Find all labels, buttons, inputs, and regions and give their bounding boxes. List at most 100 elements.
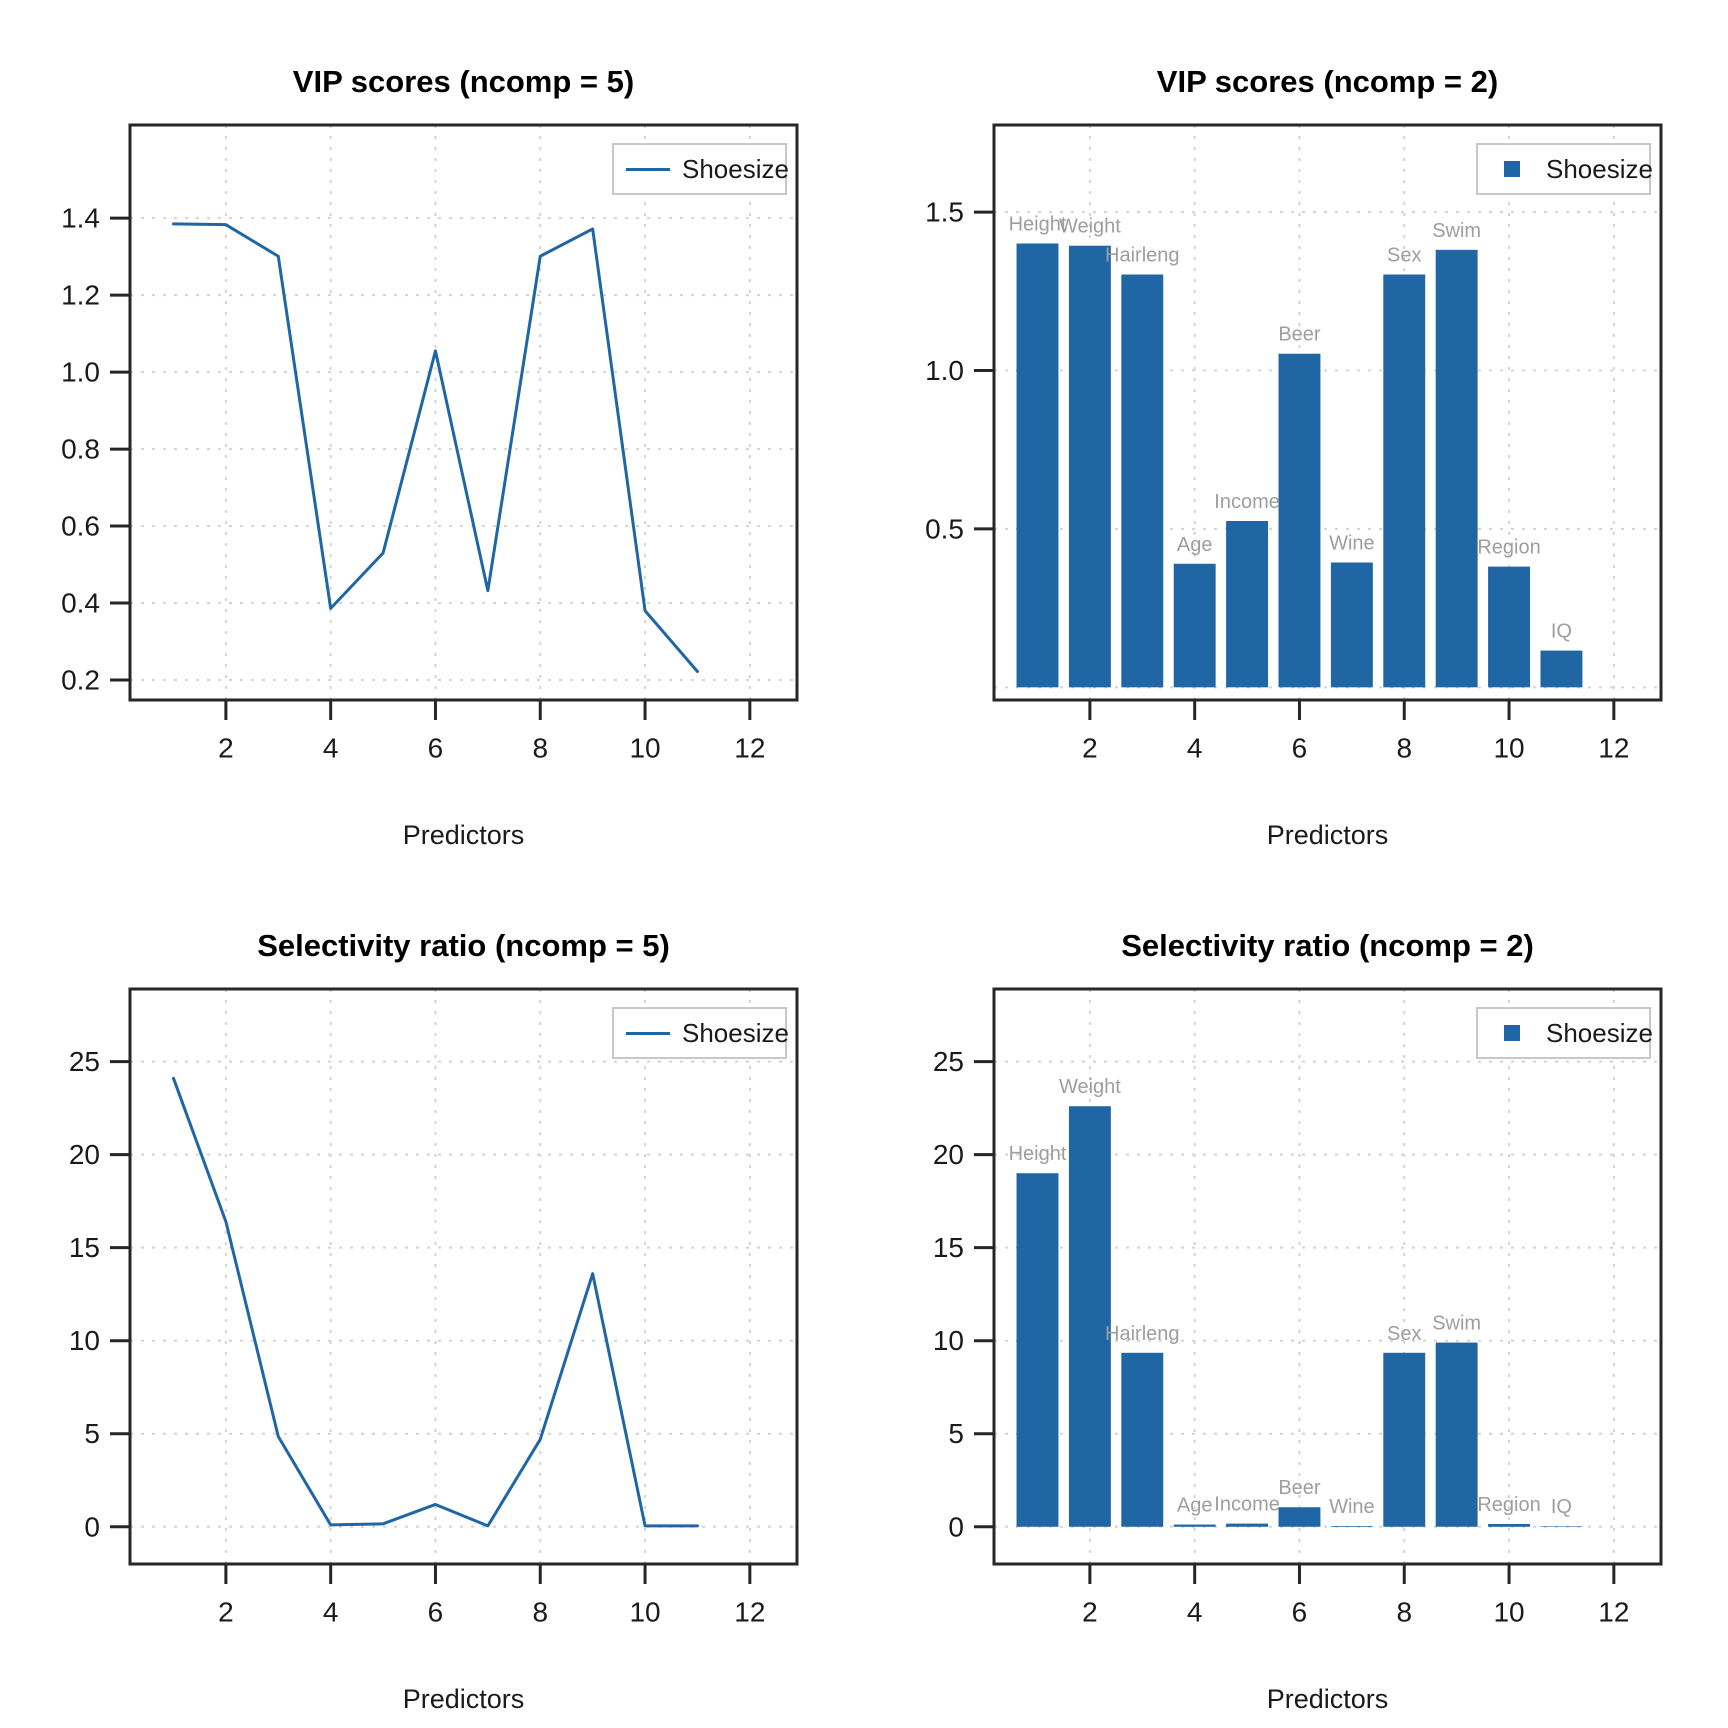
plot-box xyxy=(992,987,1663,1566)
svg-text:Beer: Beer xyxy=(1278,324,1321,346)
svg-text:Hairleng: Hairleng xyxy=(1105,1323,1179,1345)
svg-text:0: 0 xyxy=(948,1511,964,1542)
svg-text:IQ: IQ xyxy=(1551,621,1572,643)
legend-series-label: Shoesize xyxy=(1546,1017,1653,1048)
line-marker-icon xyxy=(626,167,670,171)
svg-text:Age: Age xyxy=(1177,1495,1213,1517)
svg-text:4: 4 xyxy=(1187,733,1203,764)
svg-text:10: 10 xyxy=(69,1325,100,1356)
y-tick-labels: 0 5 10 15 20 25 xyxy=(933,1046,964,1542)
svg-text:10: 10 xyxy=(933,1325,964,1356)
sr-ncomp2-bars xyxy=(1016,1106,1583,1527)
chart-title: Selectivity ratio (ncomp = 5) xyxy=(257,927,670,963)
panel-selectivity-ratio-ncomp2: Height Weight Hairleng Age Income Beer Wine Sex… xyxy=(864,864,1728,1728)
vip-ncomp5-line xyxy=(171,222,699,674)
svg-text:1.0: 1.0 xyxy=(61,357,100,388)
x-tick-labels: 2 4 6 8 10 12 xyxy=(1082,1597,1629,1628)
sr-ncomp5-plot: 2 4 6 8 10 12 0 5 10 15 20 25 xyxy=(69,987,799,1628)
svg-text:Weight: Weight xyxy=(1059,1076,1121,1098)
svg-text:4: 4 xyxy=(1187,1597,1203,1628)
legend-series-label: Shoesize xyxy=(1546,153,1653,184)
svg-text:Height: Height xyxy=(1009,213,1067,235)
svg-text:10: 10 xyxy=(629,733,660,764)
svg-text:6: 6 xyxy=(428,1597,444,1628)
y-tick-labels: 0 5 10 15 20 25 xyxy=(69,1046,100,1542)
x-tick-labels: 2 4 6 8 10 12 xyxy=(218,1597,765,1628)
svg-text:10: 10 xyxy=(629,1597,660,1628)
panel-vip-scores-ncomp2: Height Weight Hairleng Age Income Beer Wine Sex… xyxy=(864,0,1728,864)
chart-title: Selectivity ratio (ncomp = 2) xyxy=(1121,927,1534,963)
svg-text:6: 6 xyxy=(1292,733,1308,764)
svg-text:25: 25 xyxy=(69,1046,100,1077)
svg-text:IQ: IQ xyxy=(1551,1496,1572,1518)
plot-box xyxy=(128,987,799,1566)
svg-text:0.2: 0.2 xyxy=(61,664,100,695)
panel-vip-scores-ncomp5: 2 4 6 8 10 12 0.2 0.4 0.6 0.8 1.0 1.2 1.4 VIP scores… xyxy=(0,0,864,864)
legend-series-label: Shoesize xyxy=(682,1017,789,1048)
square-marker-icon xyxy=(1504,161,1520,177)
legend-box: Shoesize xyxy=(612,143,789,195)
svg-text:Sex: Sex xyxy=(1387,245,1421,267)
svg-text:0: 0 xyxy=(84,1511,100,1542)
svg-text:Income: Income xyxy=(1214,491,1280,513)
svg-text:2: 2 xyxy=(218,733,234,764)
chart-title: VIP scores (ncomp = 2) xyxy=(1156,63,1499,99)
svg-text:8: 8 xyxy=(532,1597,548,1628)
svg-text:4: 4 xyxy=(323,733,339,764)
plot-box xyxy=(128,123,799,702)
axis-ticks xyxy=(110,1060,752,1584)
panel-selectivity-ratio-ncomp5: 2 4 6 8 10 12 0 5 10 15 20 25 Selectivity ratio (nc… xyxy=(0,864,864,1728)
svg-text:Beer: Beer xyxy=(1278,1477,1321,1499)
x-tick-labels: 2 4 6 8 10 12 xyxy=(1082,733,1629,764)
svg-text:8: 8 xyxy=(532,733,548,764)
svg-text:2: 2 xyxy=(218,1597,234,1628)
legend-box: Shoesize xyxy=(612,1007,789,1059)
axis-ticks xyxy=(974,1060,1616,1584)
svg-text:0.8: 0.8 xyxy=(61,434,100,465)
y-tick-labels: 0.2 0.4 0.6 0.8 1.0 1.2 1.4 xyxy=(61,203,100,696)
x-axis-title: Predictors xyxy=(402,1684,525,1714)
svg-text:25: 25 xyxy=(933,1046,964,1077)
svg-text:1.4: 1.4 xyxy=(61,203,100,234)
svg-text:2: 2 xyxy=(1082,1597,1098,1628)
vip-ncomp5-plot: 2 4 6 8 10 12 0.2 0.4 0.6 0.8 1.0 1.2 1.4 xyxy=(61,123,799,764)
svg-text:20: 20 xyxy=(69,1139,100,1170)
svg-text:2: 2 xyxy=(1082,733,1098,764)
vip-ncomp2-bars xyxy=(1016,243,1583,688)
legend-square-sample xyxy=(1490,1025,1534,1041)
legend-square-sample xyxy=(1490,161,1534,177)
svg-text:8: 8 xyxy=(1396,733,1412,764)
svg-text:12: 12 xyxy=(1598,1597,1629,1628)
svg-text:Income: Income xyxy=(1214,1494,1280,1516)
svg-text:Height: Height xyxy=(1009,1143,1067,1165)
sr-ncomp5-line xyxy=(171,1076,699,1528)
x-axis-title: Predictors xyxy=(402,820,525,850)
svg-text:0.6: 0.6 xyxy=(61,511,100,542)
svg-text:20: 20 xyxy=(933,1139,964,1170)
x-tick-labels: 2 4 6 8 10 12 xyxy=(218,733,765,764)
svg-text:Region: Region xyxy=(1477,1494,1540,1516)
legend-box: Shoesize xyxy=(1476,143,1653,195)
plot-box xyxy=(992,123,1663,702)
y-tick-labels: 0.5 1.0 1.5 xyxy=(925,197,964,545)
svg-text:12: 12 xyxy=(734,1597,765,1628)
svg-text:Swim: Swim xyxy=(1432,220,1481,242)
x-axis-title: Predictors xyxy=(1266,820,1389,850)
svg-text:12: 12 xyxy=(1598,733,1629,764)
svg-text:6: 6 xyxy=(1292,1597,1308,1628)
square-marker-icon xyxy=(1504,1025,1520,1041)
svg-text:5: 5 xyxy=(84,1418,100,1449)
svg-text:Age: Age xyxy=(1177,534,1213,556)
svg-text:Weight: Weight xyxy=(1059,216,1121,238)
svg-text:Wine: Wine xyxy=(1329,533,1375,555)
svg-text:1.2: 1.2 xyxy=(61,280,100,311)
svg-text:Swim: Swim xyxy=(1432,1313,1481,1335)
svg-text:6: 6 xyxy=(428,733,444,764)
svg-text:0.4: 0.4 xyxy=(61,588,100,619)
legend-line-sample xyxy=(626,167,670,171)
line-marker-icon xyxy=(626,1031,670,1035)
x-axis-title: Predictors xyxy=(1266,1684,1389,1714)
